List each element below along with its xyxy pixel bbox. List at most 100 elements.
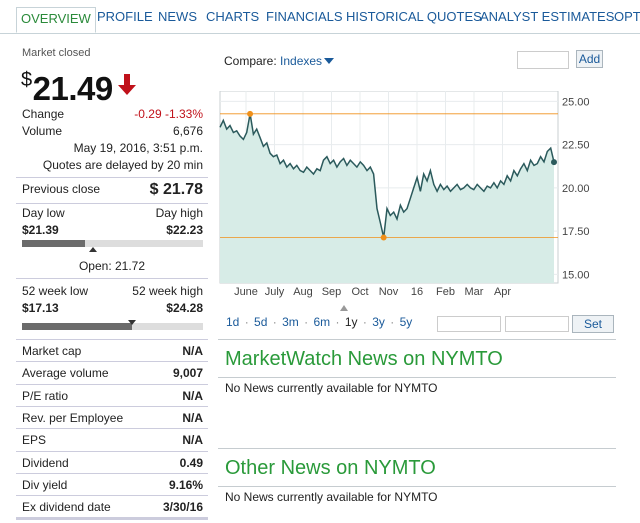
day-low-value: $21.39 [22, 223, 59, 237]
day-range-bar [22, 240, 203, 247]
wk52-range-bar [22, 323, 203, 330]
stat-row: Market cap N/A [22, 344, 203, 360]
price-value: 21.49 [32, 70, 114, 107]
stat-label: Dividend [22, 455, 69, 470]
y-tick-label: 17.50 [562, 226, 590, 238]
divider [16, 450, 208, 452]
x-tick-label: Apr [494, 286, 511, 298]
divider [16, 361, 208, 363]
range-selector: 1d · 5d · 3m · 6m · 1y · 3y · 5y [226, 315, 413, 329]
range-1y[interactable]: 1y [344, 315, 358, 329]
divider [218, 377, 616, 378]
x-tick-label: Feb [436, 286, 455, 298]
wk52-high-value: $24.28 [166, 301, 203, 315]
prev-close-value: $ 21.78 [149, 181, 203, 198]
day-range-values: $21.39 $22.23 [22, 223, 203, 239]
open-marker-icon [88, 247, 97, 252]
range-1d[interactable]: 1d [226, 315, 240, 329]
last-price: $21.49 [21, 66, 137, 108]
x-tick-label: Mar [465, 286, 484, 298]
x-tick-label: Oct [351, 286, 368, 298]
wk52-high-label: 52 week high [132, 284, 203, 298]
stat-value: N/A [182, 388, 203, 403]
stat-row: EPS N/A [22, 433, 203, 449]
divider [218, 486, 616, 487]
divider [218, 339, 616, 340]
change-label: Change [22, 107, 65, 121]
stat-value: N/A [182, 410, 203, 425]
last-point [551, 159, 557, 166]
other-news-empty: No News currently available for NYMTO [225, 490, 438, 504]
compare-selected: Indexes [280, 54, 323, 68]
tab-analyst-estimates[interactable]: ANALYST ESTIMATES [480, 9, 615, 24]
wk52-low-value: $17.13 [22, 301, 59, 315]
day-high-label: Day high [155, 206, 203, 220]
add-compare-button[interactable]: Add [576, 50, 603, 68]
day-low-label: Day low [22, 206, 65, 220]
x-tick-label: 16 [411, 286, 423, 298]
range-5d[interactable]: 5d [254, 315, 268, 329]
divider [16, 203, 208, 204]
delay-note: Quotes are delayed by 20 min [42, 158, 203, 172]
divider [16, 405, 208, 407]
stat-value: 3/30/16 [162, 500, 203, 515]
x-tick-label: July [265, 286, 285, 298]
price-chart[interactable]: 15.00 17.50 20.00 22.50 25.00 June July Aug Sep O… [218, 91, 616, 299]
range-3y[interactable]: 3y [372, 315, 385, 329]
compare-dropdown[interactable]: Indexes [280, 54, 335, 68]
compare-label: Compare: [224, 54, 277, 68]
tab-charts[interactable]: CHARTS [206, 9, 260, 24]
set-range-button[interactable]: Set [572, 315, 614, 333]
divider [16, 278, 208, 279]
volume-row: Volume 6,676 [22, 124, 203, 140]
range-pointer-icon [340, 305, 348, 311]
down-arrow-icon [117, 66, 137, 104]
market-status: Market closed [22, 47, 91, 59]
change-row: Change -0.29 -1.33% [22, 107, 203, 123]
tab-overview[interactable]: OVERVIEW [16, 7, 96, 33]
compare-control: Compare: Indexes [224, 54, 335, 68]
divider [16, 472, 208, 474]
prev-close-row: Previous close $ 21.78 [22, 181, 203, 201]
stat-label: Rev. per Employee [22, 410, 124, 425]
stat-label: Ex dividend date [22, 500, 111, 515]
tab-bar: OVERVIEW PROFILE NEWS CHARTS FINANCIALS … [0, 0, 640, 34]
stat-value: 9.16% [168, 477, 203, 492]
range-start-input[interactable] [437, 316, 501, 332]
stat-value: N/A [182, 433, 203, 448]
marketwatch-news-title: MarketWatch News on NYMTO [225, 348, 503, 370]
price-line [219, 113, 555, 238]
range-end-input[interactable] [505, 316, 569, 332]
chevron-down-icon [324, 58, 335, 64]
compare-symbol-input[interactable] [517, 51, 569, 69]
timestamp-row: May 19, 2016, 3:51 p.m. [22, 141, 203, 157]
range-3m[interactable]: 3m [282, 315, 299, 329]
x-tick-label: Nov [379, 286, 399, 298]
x-tick-label: Aug [293, 286, 313, 298]
day-high-value: $22.23 [166, 223, 203, 237]
stat-label: P/E ratio [22, 388, 69, 403]
marketwatch-news-empty: No News currently available for NYMTO [225, 381, 438, 395]
tab-historical-quotes[interactable]: HISTORICAL QUOTES [346, 9, 482, 24]
high-point [247, 110, 254, 117]
y-tick-label: 22.50 [562, 140, 590, 152]
tab-profile[interactable]: PROFILE [97, 9, 153, 24]
stat-row: Ex dividend date 3/30/16 [22, 500, 203, 516]
open-price: Open: 21.72 [78, 259, 146, 273]
y-tick-label: 20.00 [562, 183, 590, 195]
tab-news[interactable]: NEWS [158, 9, 197, 24]
change-value: -0.29 -1.33% [134, 107, 203, 121]
tab-financials[interactable]: FINANCIALS [266, 9, 343, 24]
currency-symbol: $ [21, 69, 32, 91]
range-5y[interactable]: 5y [399, 315, 413, 329]
range-6m[interactable]: 6m [313, 315, 331, 329]
y-tick-label: 15.00 [562, 269, 590, 281]
stat-label: EPS [22, 433, 47, 448]
stat-value: 9,007 [172, 366, 203, 381]
stat-row: Div yield 9.16% [22, 478, 203, 494]
divider [16, 428, 208, 430]
tab-options[interactable]: OPTI [614, 9, 640, 24]
stat-row: Dividend 0.49 [22, 456, 203, 472]
chart-area-fill [220, 113, 554, 283]
day-range-labels: Day low Day high [22, 206, 203, 222]
